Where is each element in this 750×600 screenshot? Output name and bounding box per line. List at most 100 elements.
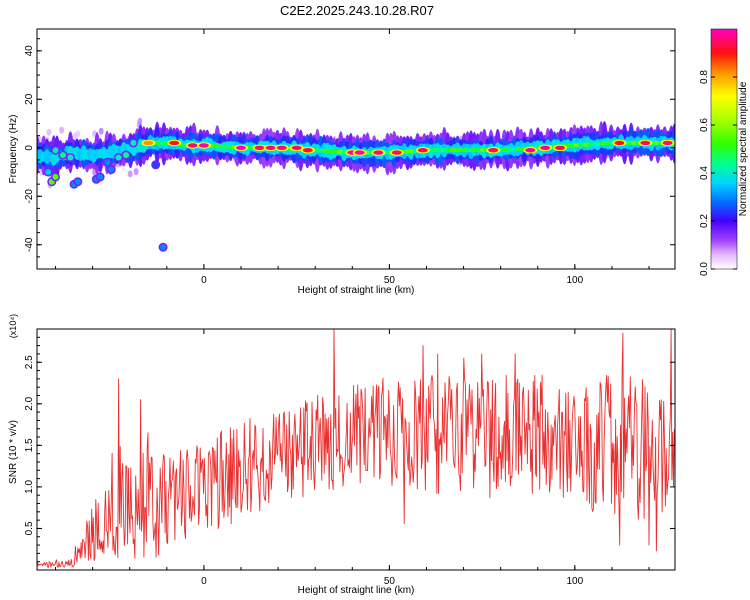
- snr-series-line: [37, 329, 675, 568]
- heatmap-x-tick-label: 100: [567, 275, 584, 286]
- heatmap-cell: [408, 149, 415, 154]
- heatmap-cell: [577, 142, 584, 148]
- heatmap-cell: [462, 148, 469, 153]
- heatmap-cell: [430, 148, 437, 153]
- heatmap-peak: [291, 145, 302, 150]
- heatmap-blob-core: [52, 173, 59, 180]
- heatmap-cell: [444, 148, 451, 153]
- colorbar: [710, 28, 738, 270]
- heatmap-blob-core: [123, 152, 129, 159]
- heatmap-cell: [127, 170, 133, 178]
- heatmap-peak: [236, 145, 246, 150]
- heatmap-peak: [662, 140, 673, 146]
- snr-y-tick-label: 1.0: [24, 480, 35, 494]
- figure-title: C2E2.2025.243.10.28.R07: [280, 3, 434, 18]
- heatmap-cell: [248, 145, 255, 150]
- heatmap-cell: [315, 148, 322, 153]
- heatmap-cell: [502, 147, 509, 153]
- heatmap-frame: [36, 28, 676, 270]
- heatmap-blob-core: [160, 244, 167, 251]
- heatmap-cell: [328, 149, 335, 154]
- snr-y-tick-label: 2.0: [24, 396, 35, 410]
- heatmap-cell: [653, 140, 660, 146]
- heatmap-blob-core: [115, 154, 122, 161]
- heatmap-cell: [626, 140, 633, 146]
- heatmap-peak: [540, 145, 551, 150]
- snr-x-tick-label: 100: [567, 576, 584, 587]
- heatmap-cell: [181, 143, 188, 148]
- snr-y-tick-label: 0.5: [24, 521, 35, 535]
- heatmap-cell: [159, 140, 166, 146]
- heatmap-blob-core: [60, 152, 66, 159]
- snr-axes: 0 50 100 0.5 1.0 1.5 2.0 2.5: [24, 329, 675, 587]
- heatmap-blob-core: [52, 147, 59, 154]
- heatmap-cell: [586, 142, 593, 147]
- heatmap-cell: [582, 142, 589, 147]
- colorbar-ticks: 0.0 0.2 0.4 0.6 0.8: [699, 70, 737, 276]
- heatmap-x-tick-label: 50: [384, 275, 396, 286]
- snr-y-axis-label: SNR (10 * v/v): [8, 420, 19, 484]
- heatmap-cell: [133, 168, 139, 176]
- heatmap-peak: [302, 148, 313, 153]
- colorbar-tick-label: 0.4: [699, 166, 710, 180]
- heatmap-axes: 0 50 100 -40 -20 0 20 40: [24, 29, 675, 286]
- heatmap-blob-core: [45, 169, 52, 175]
- heatmap-cell: [98, 127, 104, 135]
- heatmap-cell: [573, 143, 580, 148]
- colorbar-tick-label: 0.6: [699, 118, 710, 132]
- heatmap-y-tick-label: 0: [24, 145, 35, 151]
- heatmap-cell: [319, 148, 326, 153]
- heatmap-blob-core: [67, 154, 74, 161]
- snr-x-tick-label: 0: [201, 576, 207, 587]
- heatmap-blob-core: [97, 173, 104, 180]
- heatmap-cell: [466, 148, 473, 153]
- heatmap-cell: [591, 141, 598, 147]
- heatmap-cell: [154, 140, 161, 146]
- heatmap-cell: [46, 128, 52, 136]
- heatmap-peak: [640, 140, 651, 146]
- heatmap-cell: [337, 149, 344, 155]
- heatmap-blob-core: [130, 139, 137, 146]
- heatmap-marks: [37, 117, 675, 252]
- heatmap-y-axis-label: Frequency (Hz): [8, 115, 19, 184]
- heatmap-cell: [604, 141, 611, 146]
- snr-y-tick-label: 2.5: [24, 355, 35, 369]
- heatmap-cell: [435, 148, 442, 153]
- heatmap-peak: [169, 140, 180, 146]
- heatmap-peak: [276, 145, 287, 150]
- snr-y-scale-label: (x10⁴): [8, 314, 18, 338]
- heatmap-peak: [187, 143, 198, 148]
- colorbar-label: Normalized spectral amplitude: [738, 81, 749, 216]
- heatmap-x-tick-label: 0: [201, 275, 207, 286]
- heatmap-cell: [595, 141, 602, 146]
- colorbar-tick-label: 0.8: [699, 70, 710, 84]
- heatmap-cell: [453, 148, 460, 153]
- heatmap-peak: [143, 140, 154, 146]
- heatmap-peak: [488, 148, 499, 153]
- heatmap-cell: [404, 149, 411, 154]
- snr-y-tick-label: 1.5: [24, 438, 35, 452]
- heatmap-peak: [354, 150, 365, 155]
- heatmap-cell: [324, 148, 331, 154]
- heatmap-cell: [457, 148, 464, 153]
- heatmap-cell: [439, 148, 446, 153]
- heatmap-y-tick-label: 20: [24, 93, 35, 105]
- heatmap-peak: [525, 148, 536, 153]
- snr-panel: 0 50 100 0.5 1.0 1.5 2.0 2.5 Height of straight…: [8, 314, 676, 596]
- heatmap-y-tick-label: 40: [24, 45, 35, 57]
- heatmap-y-tick-label: -40: [24, 237, 35, 252]
- heatmap-cell: [506, 147, 513, 152]
- heatmap-cell: [226, 144, 233, 150]
- heatmap-peak: [555, 145, 565, 150]
- heatmap-cell: [515, 146, 522, 152]
- heatmap-cell: [471, 148, 477, 153]
- heatmap-cell: [221, 144, 228, 149]
- heatmap-cell: [631, 140, 638, 146]
- colorbar-tick-label: 0.0: [699, 262, 710, 276]
- heatmap-panel: 0 50 100 -40 -20 0 20 40 Height of straight lin…: [8, 28, 749, 296]
- heatmap-cell: [479, 148, 486, 153]
- heatmap-cell: [448, 148, 455, 153]
- heatmap-blob-core: [104, 159, 111, 166]
- heatmap-cell: [475, 148, 482, 153]
